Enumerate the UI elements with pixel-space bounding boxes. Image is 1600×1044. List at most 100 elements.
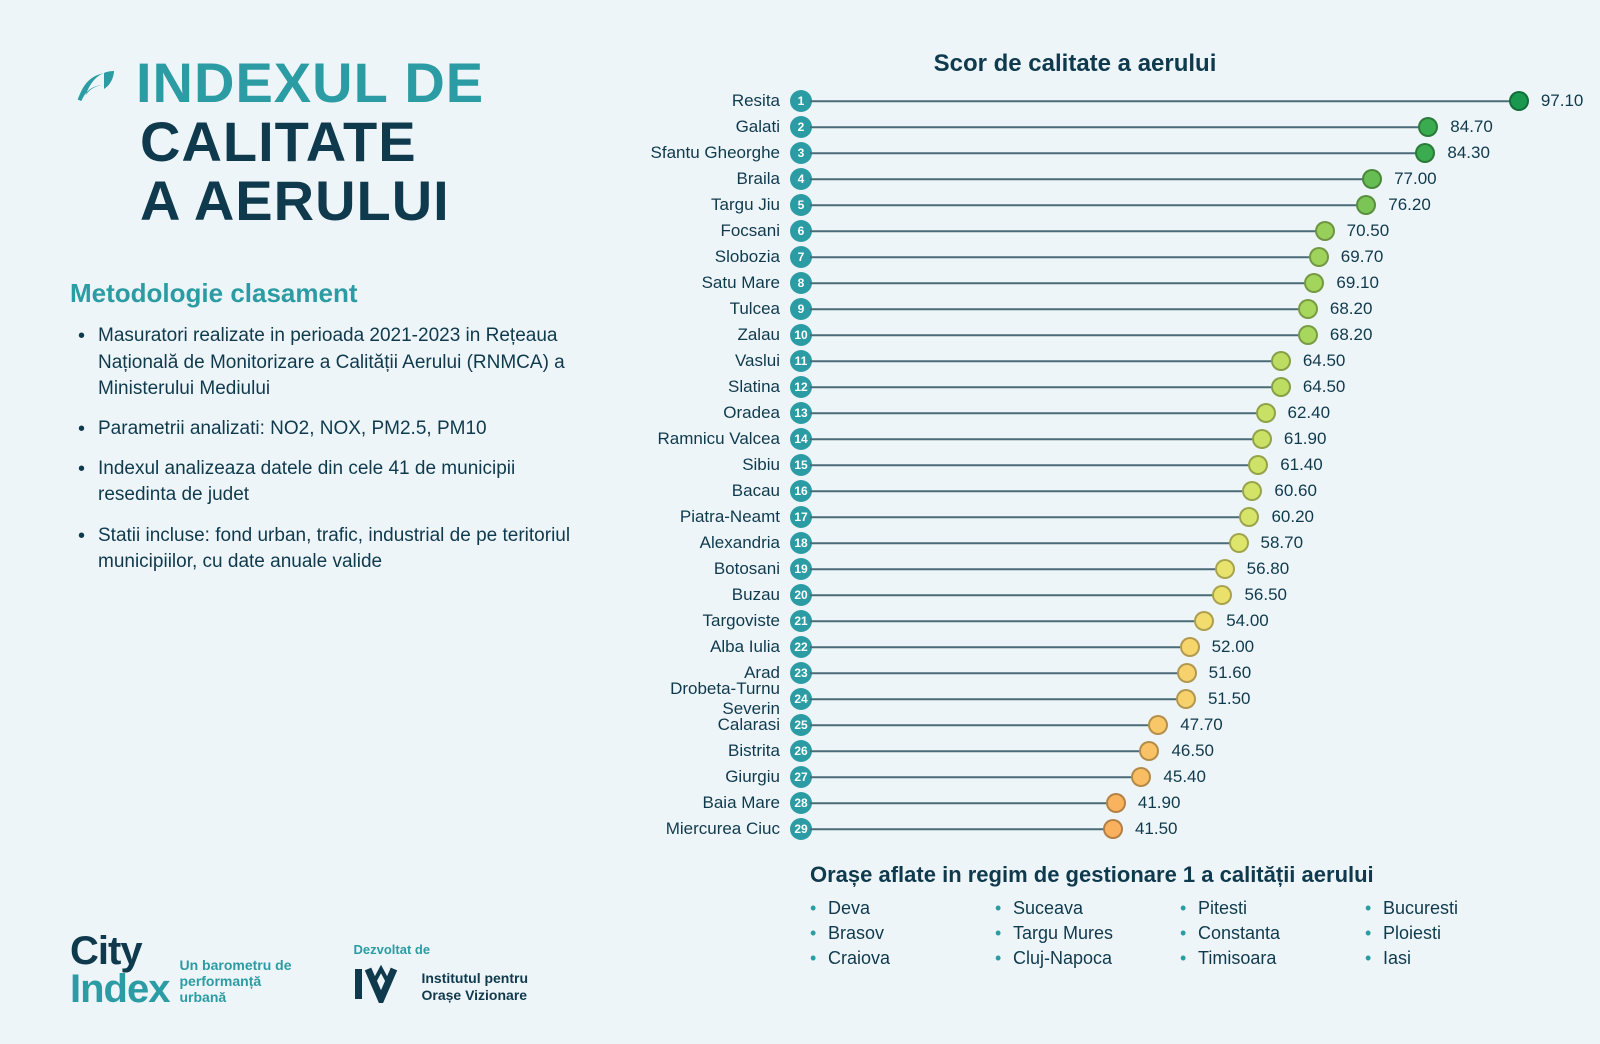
chart-row-value: 51.60 (1209, 663, 1252, 683)
chart-row-rank-badge: 16 (790, 480, 812, 502)
chart-row: Braila477.00 (610, 166, 1540, 192)
chart-row-track: 41.50 (810, 818, 1540, 840)
chart-row-track: 46.50 (810, 740, 1540, 762)
chart-row-value: 61.90 (1284, 429, 1327, 449)
cityindex-line2: Index (70, 970, 169, 1008)
chart-row-track: 84.30 (810, 142, 1540, 164)
chart-row-value: 70.50 (1347, 221, 1390, 241)
chart-row-dot (1256, 403, 1276, 423)
iov-text: Institutul pentru Orașe Vizionare (421, 970, 528, 1002)
chart-row-label: Zalau (610, 325, 790, 345)
chart-row-dot (1356, 195, 1376, 215)
chart-row-label: Slatina (610, 377, 790, 397)
regim-city: Targu Mures (995, 923, 1170, 944)
chart-row-stem (810, 412, 1266, 414)
regim-city: Bucuresti (1365, 898, 1540, 919)
chart-row: Buzau2056.50 (610, 582, 1540, 608)
chart-row: Bistrita2646.50 (610, 738, 1540, 764)
chart-row-stem (810, 282, 1314, 284)
chart-row-label: Ramnicu Valcea (610, 429, 790, 449)
chart-row-value: 56.50 (1244, 585, 1287, 605)
chart-row: Alba Iulia2252.00 (610, 634, 1540, 660)
chart-row: Resita197.10 (610, 88, 1540, 114)
chart-row-value: 45.40 (1163, 767, 1206, 787)
chart-row-value: 62.40 (1288, 403, 1331, 423)
chart-row-value: 60.20 (1271, 507, 1314, 527)
chart-row-stem (810, 100, 1519, 102)
chart-row-track: 64.50 (810, 376, 1540, 398)
chart-row-value: 68.20 (1330, 299, 1373, 319)
chart-row-label: Giurgiu (610, 767, 790, 787)
regim-city: Pitesti (1180, 898, 1355, 919)
chart-row-label: Targu Jiu (610, 195, 790, 215)
chart-row-dot (1103, 819, 1123, 839)
chart-row-label: Bacau (610, 481, 790, 501)
chart-row-stem (810, 490, 1252, 492)
chart-row-label: Alexandria (610, 533, 790, 553)
chart-row-track: 70.50 (810, 220, 1540, 242)
cityindex-logo-block: City Index Un barometru de performanță u… (70, 932, 309, 1008)
title-block: INDEXUL DE CALITATE A AERULUI (70, 54, 580, 230)
chart-row-label: Baia Mare (610, 793, 790, 813)
regim-city: Craiova (810, 948, 985, 969)
chart-row-stem (810, 776, 1141, 778)
chart-row: Ramnicu Valcea1461.90 (610, 426, 1540, 452)
chart-row-track: 64.50 (810, 350, 1540, 372)
methodology-item: Statii incluse: fond urban, trafic, indu… (70, 523, 580, 575)
chart-row-stem (810, 646, 1190, 648)
chart-row-label: Oradea (610, 403, 790, 423)
chart-row-dot (1215, 559, 1235, 579)
chart-row-rank-badge: 5 (790, 194, 812, 216)
chart-row-rank-badge: 17 (790, 506, 812, 528)
chart-row-label: Buzau (610, 585, 790, 605)
chart-row-label: Alba Iulia (610, 637, 790, 657)
chart-row-label: Miercurea Ciuc (610, 819, 790, 839)
cityindex-line1: City (70, 932, 169, 970)
chart-row-rank-badge: 24 (790, 688, 812, 710)
chart-row-track: 69.10 (810, 272, 1540, 294)
chart-row-rank-badge: 26 (790, 740, 812, 762)
chart-row-track: 60.20 (810, 506, 1540, 528)
chart-row-rank-badge: 9 (790, 298, 812, 320)
chart-row-track: 54.00 (810, 610, 1540, 632)
chart-row-track: 45.40 (810, 766, 1540, 788)
regim-city: Brasov (810, 923, 985, 944)
chart-row: Baia Mare2841.90 (610, 790, 1540, 816)
chart-row-rank-badge: 19 (790, 558, 812, 580)
chart-row-label: Resita (610, 91, 790, 111)
chart-row-track: 51.60 (810, 662, 1540, 684)
chart-row: Bacau1660.60 (610, 478, 1540, 504)
chart-row-stem (810, 672, 1187, 674)
chart-row-stem (810, 152, 1425, 154)
title-line3: A AERULUI (140, 172, 580, 231)
chart-row-dot (1309, 247, 1329, 267)
chart-row-dot (1131, 767, 1151, 787)
chart-row-rank-badge: 29 (790, 818, 812, 840)
regim-city: Constanta (1180, 923, 1355, 944)
chart-row-value: 41.90 (1138, 793, 1181, 813)
iov-line2: Orașe Vizionare (421, 987, 528, 1003)
chart-row-stem (810, 620, 1204, 622)
chart-row-dot (1148, 715, 1168, 735)
iov-line1: Institutul pentru (421, 970, 528, 986)
methodology-item: Masuratori realizate in perioada 2021-20… (70, 323, 580, 402)
chart-row-dot (1177, 663, 1197, 683)
chart-row-value: 47.70 (1180, 715, 1223, 735)
chart-row-track: 84.70 (810, 116, 1540, 138)
chart-row-stem (810, 802, 1116, 804)
chart-row-dot (1106, 793, 1126, 813)
methodology-item: Parametrii analizati: NO2, NOX, PM2.5, P… (70, 416, 580, 442)
chart-row-stem (810, 464, 1258, 466)
chart-row-rank-badge: 27 (790, 766, 812, 788)
chart-row-rank-badge: 2 (790, 116, 812, 138)
chart-row-label: Bistrita (610, 741, 790, 761)
chart-row-rank-badge: 18 (790, 532, 812, 554)
footer-logos: City Index Un barometru de performanță u… (70, 932, 580, 1014)
chart-row-label: Calarasi (610, 715, 790, 735)
chart-row: Slobozia769.70 (610, 244, 1540, 270)
chart-row: Tulcea968.20 (610, 296, 1540, 322)
chart-row-track: 58.70 (810, 532, 1540, 554)
chart-row-rank-badge: 25 (790, 714, 812, 736)
chart-row-rank-badge: 21 (790, 610, 812, 632)
developed-by-label: Dezvoltat de (353, 942, 528, 957)
